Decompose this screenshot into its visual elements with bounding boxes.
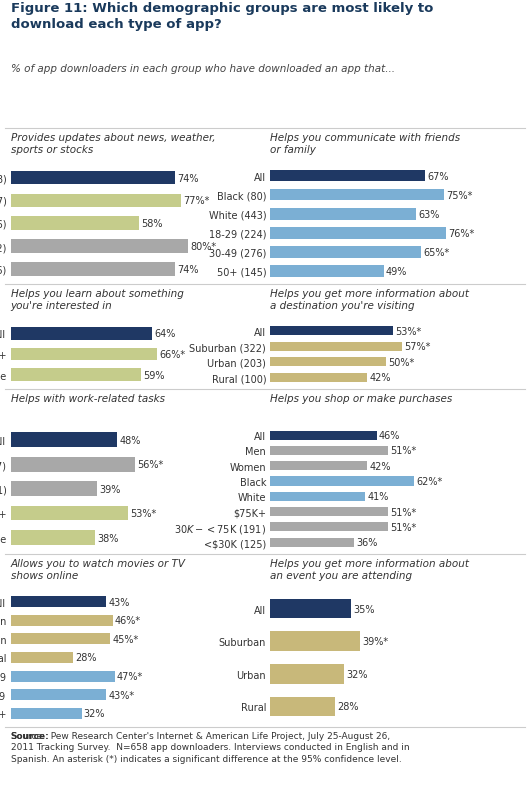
Bar — [11, 457, 135, 472]
Text: Helps with work-related tasks: Helps with work-related tasks — [11, 393, 165, 403]
Bar — [270, 538, 354, 547]
Bar — [270, 507, 388, 516]
Text: 62%*: 62%* — [416, 476, 442, 487]
Bar — [11, 263, 174, 276]
Text: 43%*: 43%* — [108, 690, 134, 700]
Bar — [11, 652, 73, 663]
Bar — [11, 707, 82, 719]
Text: Source:: Source: — [11, 731, 49, 740]
Text: 50%*: 50%* — [388, 357, 414, 367]
Text: 56%*: 56%* — [137, 459, 163, 470]
Text: Provides updates about news, weather,
sports or stocks: Provides updates about news, weather, sp… — [11, 132, 215, 154]
Text: 76%*: 76%* — [448, 229, 475, 238]
Bar — [11, 433, 117, 447]
Bar — [11, 369, 142, 381]
Text: 75%*: 75%* — [446, 190, 472, 201]
Bar — [270, 266, 384, 277]
Text: 47%*: 47%* — [117, 671, 143, 681]
Bar — [11, 217, 139, 231]
Text: 67%: 67% — [428, 172, 449, 181]
Text: 58%: 58% — [142, 219, 163, 229]
Text: 53%*: 53%* — [130, 508, 156, 519]
Text: 42%: 42% — [370, 373, 391, 383]
Bar — [11, 689, 106, 700]
Text: 48%: 48% — [119, 435, 140, 445]
Text: 45%*: 45%* — [112, 634, 139, 644]
Bar — [11, 482, 97, 496]
Text: Source:  Pew Research Center's Internet & American Life Project, July 25-August : Source: Pew Research Center's Internet &… — [11, 731, 409, 763]
Bar — [270, 357, 386, 367]
Text: 36%: 36% — [356, 537, 377, 548]
Bar — [270, 209, 416, 220]
Text: 35%: 35% — [354, 604, 375, 613]
Text: 28%: 28% — [75, 653, 96, 662]
Bar — [270, 664, 344, 683]
Text: Figure 11: Which demographic groups are most likely to
download each type of app: Figure 11: Which demographic groups are … — [11, 2, 433, 31]
Bar — [270, 697, 335, 716]
Bar — [270, 431, 377, 440]
Text: 57%*: 57%* — [404, 342, 431, 352]
Bar — [270, 327, 393, 336]
Text: 51%*: 51%* — [391, 507, 417, 517]
Text: 43%: 43% — [108, 597, 129, 607]
Text: 32%: 32% — [347, 669, 368, 679]
Text: Helps you get more information about
a destination you're visiting: Helps you get more information about a d… — [270, 289, 469, 311]
Text: 74%: 74% — [177, 173, 198, 183]
Text: 32%: 32% — [84, 708, 105, 719]
Text: 28%: 28% — [338, 702, 359, 711]
Text: 51%*: 51%* — [391, 446, 417, 456]
Text: 66%*: 66%* — [159, 349, 185, 360]
Bar — [270, 247, 421, 259]
Bar — [11, 531, 95, 545]
Bar — [270, 373, 367, 382]
Text: 41%: 41% — [367, 491, 389, 502]
Text: 46%*: 46%* — [115, 615, 141, 626]
Bar — [270, 171, 425, 182]
Text: 63%: 63% — [418, 210, 440, 219]
Text: 64%: 64% — [155, 329, 176, 339]
Bar — [11, 634, 110, 645]
Bar — [11, 671, 115, 682]
Bar — [270, 477, 414, 486]
Bar — [11, 349, 157, 361]
Text: 80%*: 80%* — [190, 242, 216, 252]
Text: 77%*: 77%* — [183, 196, 210, 206]
Text: 53%*: 53%* — [395, 326, 421, 336]
Bar — [270, 599, 351, 618]
Bar — [270, 228, 446, 239]
Text: 65%*: 65%* — [423, 247, 449, 258]
Bar — [11, 597, 106, 608]
Text: 74%: 74% — [177, 265, 198, 275]
Bar — [11, 194, 181, 208]
Bar — [270, 462, 367, 471]
Bar — [270, 190, 444, 202]
Text: 42%: 42% — [370, 461, 391, 471]
Bar — [11, 506, 128, 521]
Bar — [11, 172, 174, 185]
Text: 46%: 46% — [379, 430, 400, 441]
Text: 59%: 59% — [144, 370, 165, 380]
Text: 49%: 49% — [386, 267, 408, 276]
Bar — [270, 492, 365, 501]
Bar — [270, 446, 388, 455]
Bar — [270, 342, 402, 352]
Text: Helps you learn about something
you're interested in: Helps you learn about something you're i… — [11, 289, 183, 311]
Text: Helps you communicate with friends
or family: Helps you communicate with friends or fa… — [270, 132, 461, 154]
Bar — [270, 523, 388, 532]
Text: % of app downloaders in each group who have downloaded an app that...: % of app downloaders in each group who h… — [11, 64, 395, 74]
Bar — [11, 615, 112, 626]
Text: Helps you get more information about
an event you are attending: Helps you get more information about an … — [270, 558, 469, 580]
Bar — [11, 240, 188, 254]
Bar — [270, 632, 360, 651]
Bar — [11, 328, 153, 340]
Text: 39%*: 39%* — [363, 637, 389, 646]
Text: 38%: 38% — [97, 533, 118, 543]
Text: Allows you to watch movies or TV
shows online: Allows you to watch movies or TV shows o… — [11, 558, 185, 580]
Text: 39%: 39% — [99, 484, 121, 494]
Text: 51%*: 51%* — [391, 522, 417, 532]
Text: Helps you shop or make purchases: Helps you shop or make purchases — [270, 393, 453, 403]
